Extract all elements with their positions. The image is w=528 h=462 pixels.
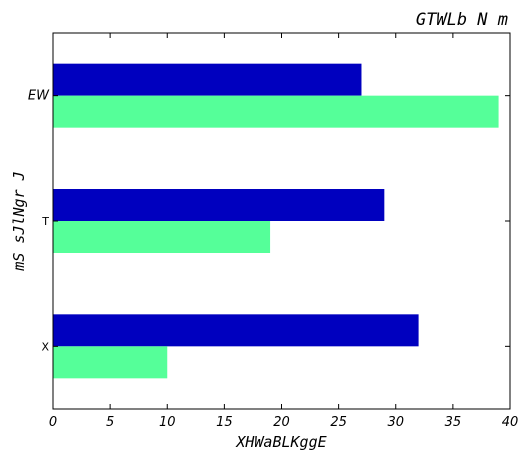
- x-tick-label-20: 20: [273, 415, 290, 430]
- y-axis-label: mS sJlNgr J: [10, 171, 28, 271]
- bar-t-series-2: [53, 221, 271, 253]
- ticks-group: EW T X 0 5 10 15 20 25 30 35 40: [28, 33, 518, 430]
- bar-ew-series-1: [53, 63, 362, 96]
- x-tick-label-40: 40: [502, 415, 519, 430]
- x-tick-label-10: 10: [159, 415, 176, 430]
- y-tick-label-ew: EW: [28, 89, 50, 104]
- x-tick-label-5: 5: [106, 415, 114, 430]
- x-axis-label: XHWaBLKggE: [235, 433, 326, 451]
- y-tick-label-x: X: [41, 340, 49, 353]
- y-tick-label-t: T: [41, 215, 49, 228]
- x-tick-label-15: 15: [216, 415, 233, 430]
- x-tick-label-0: 0: [49, 415, 57, 430]
- chart-title: GTWLb N m: [416, 10, 508, 30]
- bar-ew-series-2: [53, 95, 499, 128]
- x-tick-label-25: 25: [330, 415, 347, 430]
- x-tick-label-35: 35: [445, 415, 462, 430]
- bar-x-series-1: [53, 314, 419, 347]
- x-tick-label-30: 30: [387, 415, 404, 430]
- bar-t-series-1: [53, 189, 385, 221]
- bar-x-series-2: [53, 346, 168, 379]
- bars-group: [53, 63, 499, 379]
- plot-frame: [52, 32, 511, 410]
